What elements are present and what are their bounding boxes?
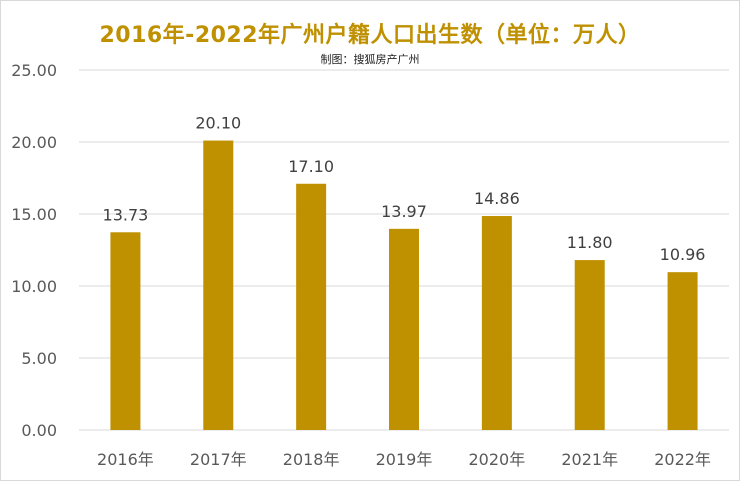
data-label: 14.86 (474, 189, 520, 208)
data-label: 10.96 (660, 245, 706, 264)
bar (574, 260, 605, 430)
x-tick-label: 2019年 (376, 450, 433, 469)
x-tick-label: 2021年 (561, 450, 618, 469)
data-label: 13.73 (103, 205, 149, 224)
data-label: 20.10 (195, 114, 241, 133)
data-label: 11.80 (567, 233, 613, 252)
y-tick-label: 0.00 (21, 421, 57, 440)
y-tick-label: 15.00 (11, 205, 57, 224)
x-tick-label: 2016年 (97, 450, 154, 469)
chart-title: 2016年-2022年广州户籍人口出生数（单位：万人） (99, 23, 641, 48)
y-tick-label: 5.00 (21, 349, 57, 368)
x-tick-label: 2018年 (283, 450, 340, 469)
y-tick-label: 25.00 (11, 61, 57, 80)
y-tick-label: 10.00 (11, 277, 57, 296)
bar (203, 140, 234, 430)
bar (296, 183, 327, 430)
data-label: 13.97 (381, 202, 427, 221)
x-tick-label: 2020年 (468, 450, 525, 469)
bar (667, 272, 698, 430)
data-label: 17.10 (288, 157, 334, 176)
x-tick-label: 2017年 (190, 450, 247, 469)
x-tick-label: 2022年 (654, 450, 711, 469)
y-tick-label: 20.00 (11, 133, 57, 152)
bar (389, 228, 419, 430)
bar (481, 216, 512, 430)
bar (110, 232, 141, 430)
chart-subtitle: 制图：搜狐房产广州 (320, 53, 420, 66)
